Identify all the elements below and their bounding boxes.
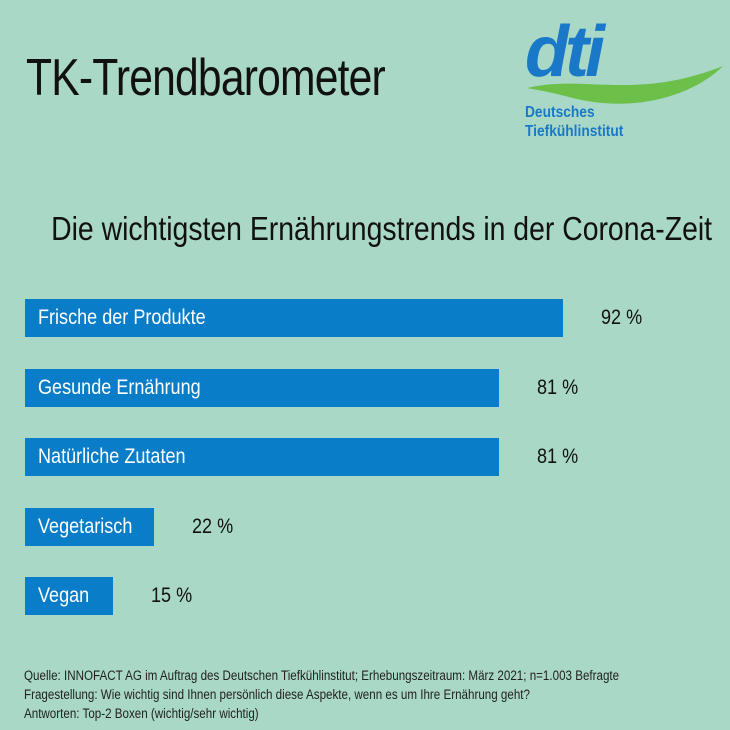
logo-line-1: Deutsches: [525, 104, 595, 121]
bar-label-2: Natürliche Zutaten: [38, 445, 186, 468]
bar-1: [25, 368, 499, 407]
bar-0: [25, 299, 564, 337]
bar-value-1: 81 %: [536, 375, 579, 399]
dti-logo-graphic: dti: [525, 16, 723, 104]
footnote-question: Fragestellung: Wie wichtig sind Ihnen pe…: [24, 687, 530, 702]
bar-3: [25, 507, 154, 546]
bar-value-0: 92 %: [601, 306, 643, 329]
bar-2: [25, 438, 499, 476]
bar-label-3: Vegetarisch: [38, 514, 133, 538]
bar-label-4: Vegan: [38, 584, 90, 607]
bar-label-0: Frische der Produkte: [38, 306, 206, 329]
chart-title: Die wichtigsten Ernährungstrends in der …: [51, 210, 713, 247]
footnote-source: Quelle: INNOFACT AG im Auftrag des Deuts…: [24, 668, 620, 683]
dti-logo: dti Deutsches Tiefkühlinstitut: [525, 16, 725, 146]
bar-value-4: 15 %: [150, 584, 192, 607]
bar-value-2: 81 %: [536, 445, 579, 468]
bar-value-3: 22 %: [191, 514, 233, 538]
page-title: TK-Trendbarometer: [26, 49, 386, 107]
logo-line-2: Tiefkühlinstitut: [525, 123, 624, 140]
logo-wordmark: dti: [525, 16, 607, 92]
footnote-answers: Antworten: Top-2 Boxen (wichtig/sehr wic…: [24, 706, 259, 721]
bar-label-1: Gesunde Ernährung: [38, 375, 201, 399]
bar-4: [25, 577, 113, 615]
